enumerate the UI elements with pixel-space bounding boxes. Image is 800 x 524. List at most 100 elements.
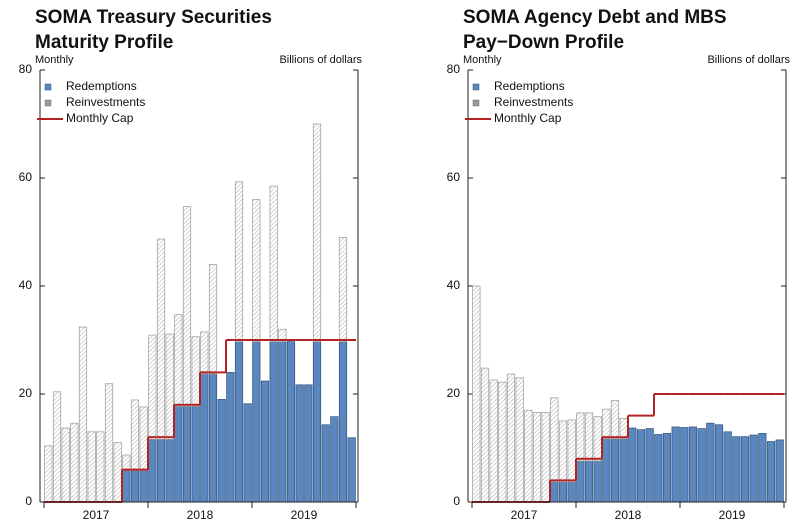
- reinvestment-bar: [532, 412, 542, 503]
- reinvestment-bar: [480, 367, 490, 503]
- reinvestment-bar: [472, 285, 481, 503]
- x-tick-label: 2017: [83, 508, 110, 522]
- legend-swatch: [472, 99, 480, 107]
- redemption-bar: [558, 481, 568, 503]
- redemption-bar: [714, 424, 724, 503]
- redemption-bar: [182, 406, 192, 503]
- redemption-bar: [243, 403, 252, 503]
- redemption-bar: [602, 438, 611, 503]
- reinvestment-bar: [148, 334, 157, 440]
- redemption-bar: [628, 427, 637, 503]
- redemption-bar: [610, 438, 620, 503]
- redemption-bar: [156, 439, 166, 503]
- redemption-bar: [286, 341, 296, 503]
- redemption-bar: [217, 399, 226, 503]
- redemption-bar: [295, 384, 304, 503]
- redemption-bar: [226, 372, 235, 503]
- redemption-bar: [567, 481, 576, 503]
- redemption-bar: [338, 341, 348, 503]
- redemption-bar: [697, 428, 706, 503]
- subtitle: Monthly: [463, 54, 502, 66]
- y-tick-label: 20: [19, 386, 33, 400]
- redemption-bar: [330, 416, 339, 503]
- chart-title: SOMA Agency Debt and MBS: [463, 7, 727, 28]
- redemption-bar: [278, 341, 287, 503]
- redemption-bar: [619, 438, 628, 503]
- redemption-bar: [723, 431, 732, 503]
- redemption-bar: [593, 460, 602, 503]
- reinvestment-bar: [44, 445, 53, 503]
- redemption-bar: [671, 426, 680, 503]
- redemption-bar: [260, 380, 270, 503]
- x-tick-label: 2017: [511, 508, 538, 522]
- reinvestment-bar: [610, 400, 620, 440]
- reinvestment-bar: [338, 237, 348, 342]
- x-tick-label: 2018: [615, 508, 642, 522]
- chart-title: Pay−Down Profile: [463, 32, 624, 53]
- reinvestment-bar: [122, 454, 131, 472]
- reinvestment-bar: [182, 206, 192, 407]
- reinvestment-bar: [113, 442, 122, 503]
- legend-swatch: [472, 83, 480, 91]
- reinvestment-bar: [191, 336, 200, 407]
- redemption-bar: [706, 422, 715, 503]
- reinvestment-bar: [506, 373, 516, 503]
- redemption-bar: [775, 439, 784, 503]
- y-axis-label: Billions of dollars: [279, 54, 362, 66]
- y-tick-label: 80: [447, 62, 461, 76]
- y-tick-label: 20: [447, 386, 461, 400]
- x-tick-label: 2019: [719, 508, 746, 522]
- redemption-bar: [174, 406, 183, 503]
- reinvestment-bar: [584, 412, 594, 462]
- redemption-bar: [165, 439, 174, 503]
- reinvestment-bar: [208, 264, 218, 375]
- redemption-bar: [139, 470, 148, 503]
- reinvestment-bar: [52, 391, 62, 503]
- reinvestment-bar: [78, 326, 88, 503]
- reinvestment-bar: [312, 123, 322, 342]
- legend-label: Redemptions: [494, 79, 565, 93]
- reinvestment-bar: [619, 417, 628, 440]
- redemption-bar: [304, 384, 313, 503]
- reinvestment-bar: [252, 199, 261, 342]
- reinvestment-bar: [278, 328, 287, 342]
- reinvestment-bar: [269, 185, 278, 342]
- y-axis-label: Billions of dollars: [707, 54, 790, 66]
- reinvestment-bar: [87, 431, 96, 503]
- redemption-bar: [766, 441, 776, 503]
- redemption-bar: [680, 427, 689, 503]
- reinvestment-bar: [558, 420, 568, 483]
- subtitle: Monthly: [35, 54, 74, 66]
- reinvestment-bar: [541, 412, 550, 503]
- legend-label: Monthly Cap: [494, 111, 562, 125]
- redemption-bar: [321, 424, 330, 503]
- redemption-bar: [234, 341, 244, 503]
- reinvestment-bar: [130, 399, 140, 472]
- redemption-bar: [269, 341, 278, 503]
- reinvestment-bar: [524, 409, 533, 503]
- reinvestment-bar: [593, 416, 602, 462]
- legend-label: Monthly Cap: [66, 111, 134, 125]
- redemption-bar: [550, 481, 559, 503]
- legend-swatch: [44, 83, 52, 91]
- reinvestment-bar: [200, 331, 209, 375]
- redemption-bar: [732, 436, 741, 503]
- redemption-bar: [740, 436, 750, 503]
- redemption-bar: [758, 433, 767, 503]
- y-tick-label: 60: [19, 170, 33, 184]
- reinvestment-bar: [234, 181, 244, 342]
- reinvestment-bar: [602, 408, 611, 440]
- redemption-bar: [148, 439, 157, 503]
- reinvestment-bar: [139, 406, 148, 472]
- y-tick-label: 0: [25, 494, 32, 508]
- reinvestment-bar: [174, 314, 183, 407]
- redemption-bar: [122, 470, 131, 503]
- reinvestment-bar: [96, 431, 105, 503]
- chart-title: SOMA Treasury Securities: [35, 7, 272, 28]
- y-tick-label: 0: [453, 494, 460, 508]
- y-tick-label: 60: [447, 170, 461, 184]
- legend-label: Redemptions: [66, 79, 137, 93]
- reinvestment-bar: [498, 381, 507, 503]
- reinvestment-bar: [165, 333, 174, 440]
- redemption-bar: [749, 434, 758, 503]
